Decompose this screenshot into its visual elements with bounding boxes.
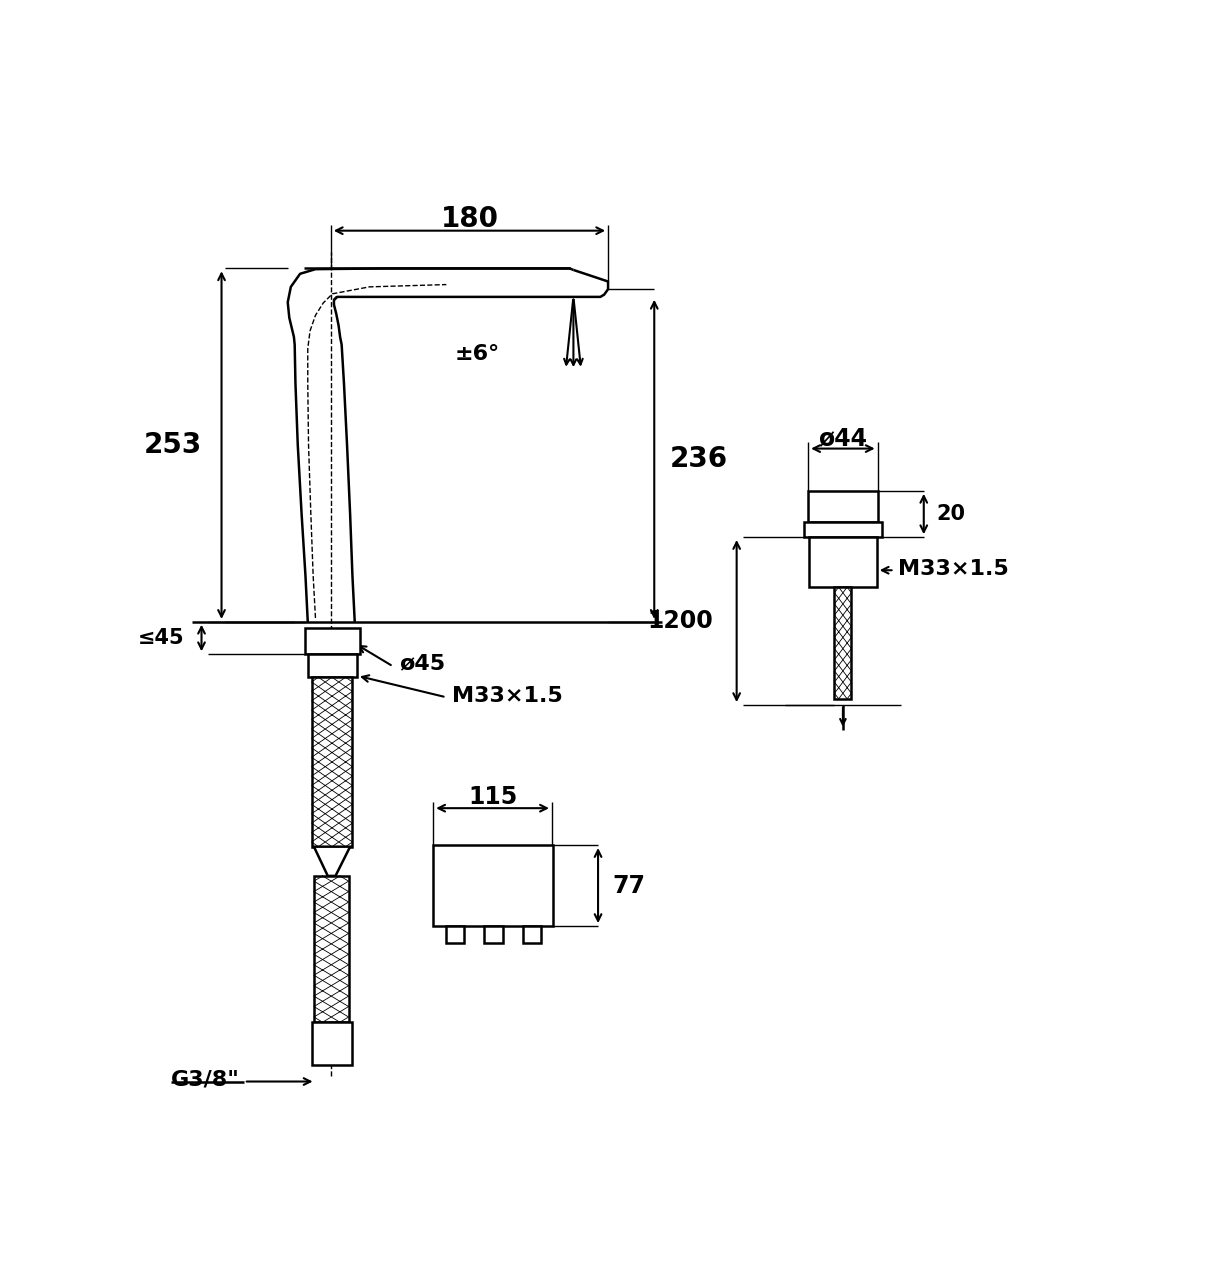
Text: ø44: ø44 xyxy=(819,426,867,449)
Bar xyxy=(522,925,541,943)
Bar xyxy=(305,628,361,654)
Bar xyxy=(803,521,882,537)
Text: 1200: 1200 xyxy=(648,609,714,633)
Text: 236: 236 xyxy=(669,445,727,474)
Bar xyxy=(314,876,349,1022)
Text: 180: 180 xyxy=(440,205,498,233)
Text: 77: 77 xyxy=(611,874,645,897)
Text: G3/8": G3/8" xyxy=(171,1069,240,1090)
Bar xyxy=(809,537,877,587)
Bar xyxy=(311,1022,352,1064)
Text: 253: 253 xyxy=(144,431,201,459)
Text: 20: 20 xyxy=(936,505,965,524)
Bar xyxy=(445,925,464,943)
Text: 115: 115 xyxy=(468,785,517,810)
Polygon shape xyxy=(314,847,350,876)
Bar xyxy=(311,677,352,847)
Bar xyxy=(835,587,851,699)
Text: M33×1.5: M33×1.5 xyxy=(452,686,562,705)
Text: M33×1.5: M33×1.5 xyxy=(898,559,1009,579)
Text: ≤45: ≤45 xyxy=(137,628,185,647)
Text: ø45: ø45 xyxy=(399,654,445,673)
Bar xyxy=(433,846,552,925)
Bar xyxy=(484,925,503,943)
Bar xyxy=(308,654,357,677)
Bar xyxy=(808,490,878,521)
Text: ±6°: ±6° xyxy=(455,344,500,364)
